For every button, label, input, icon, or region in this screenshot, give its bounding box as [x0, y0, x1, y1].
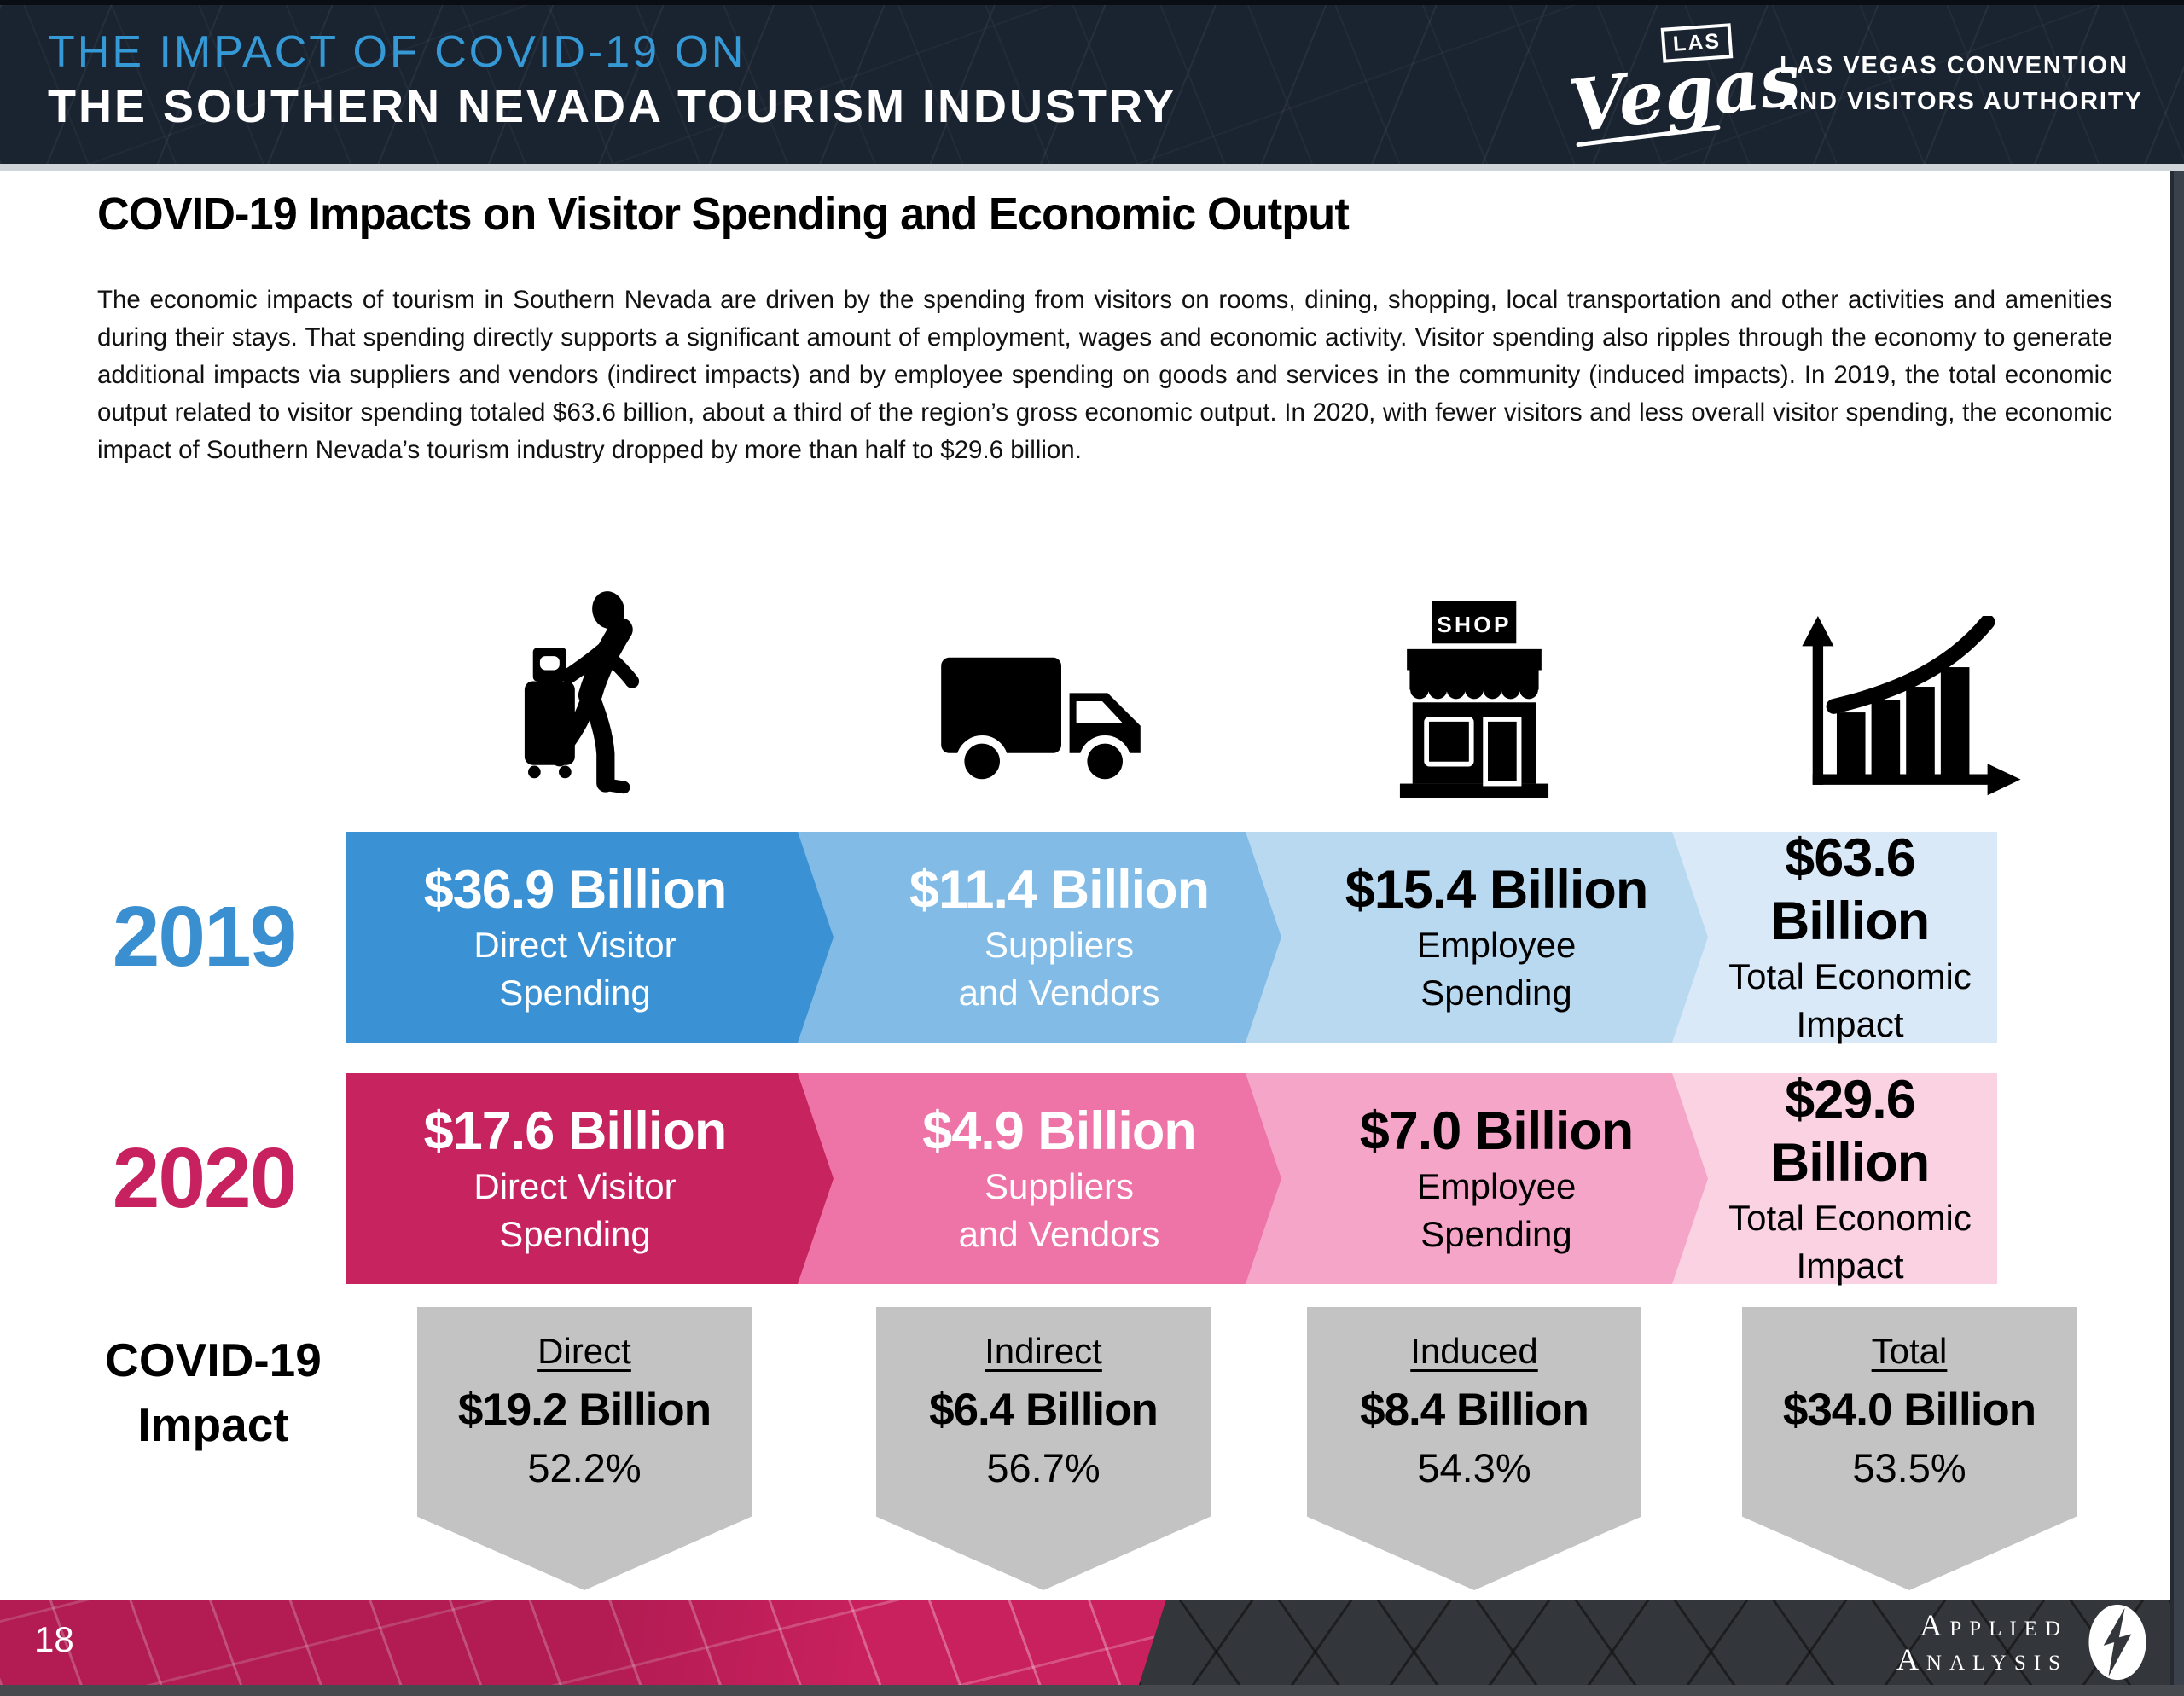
applied-analysis-wordmark: Applied Analysis	[1896, 1608, 2068, 1676]
slide-heading: COVID-19 Impacts on Visitor Spending and…	[97, 189, 1350, 240]
flow-2020-employee-spending: $7.0 Billion Employee Spending	[1246, 1073, 1708, 1284]
covid-impact-label-line1: COVID-19	[105, 1333, 322, 1386]
segment-label: Suppliers	[984, 1165, 1135, 1206]
segment-value: $17.6 Billion	[423, 1101, 727, 1161]
segment-label: Impact	[1796, 1245, 1904, 1286]
traveler-icon	[520, 573, 674, 799]
segment-label: Suppliers	[984, 924, 1135, 965]
header-title: THE IMPACT OF COVID-19 ON THE SOUTHERN N…	[48, 27, 1176, 133]
segment-label: Direct Visitor	[473, 1165, 677, 1206]
badge-value: $8.4 Billion	[1360, 1385, 1589, 1435]
badge-name: Total	[1871, 1331, 1948, 1371]
segment-label: Spending	[1420, 1213, 1572, 1254]
segment-label: Total Economic	[1728, 955, 1972, 996]
covid-impact-label-line2: Impact	[137, 1398, 289, 1451]
segment-label: Employee	[1416, 924, 1577, 965]
brand-line1: Applied	[1920, 1608, 2068, 1642]
brand-line2: Analysis	[1896, 1642, 2068, 1676]
badge-percent: 52.2%	[527, 1445, 642, 1490]
growth-chart-icon	[1790, 616, 2025, 797]
impact-badge-direct: Direct $19.2 Billion 52.2%	[417, 1307, 752, 1590]
lvcva-line2: AND VISITORS AUTHORITY	[1780, 88, 2143, 115]
flow-2020-suppliers-vendors: $4.9 Billion Suppliers and Vendors	[798, 1073, 1281, 1284]
badge-value: $6.4 Billion	[929, 1385, 1159, 1435]
header-title-line1: THE IMPACT OF COVID-19 ON	[48, 27, 746, 77]
flow-2019-total-economic-impact: $63.6 Billion Total Economic Impact	[1672, 828, 1997, 1044]
slide-paragraph: The economic impacts of tourism in South…	[97, 286, 2112, 464]
delivery-truck-icon	[938, 633, 1143, 797]
segment-label: and Vendors	[958, 1213, 1160, 1254]
header-banner: THE IMPACT OF COVID-19 ON THE SOUTHERN N…	[0, 0, 2184, 164]
shop-storefront-icon: SHOP	[1389, 601, 1560, 798]
segment-value: $15.4 Billion	[1345, 859, 1648, 920]
flow-2020-total-economic-impact: $29.6 Billion Total Economic Impact	[1672, 1070, 1997, 1286]
flow-2019-direct-visitor-spending: $36.9 Billion Direct Visitor Spending	[346, 832, 834, 1043]
segment-label: Spending	[499, 1213, 651, 1254]
segment-label: Spending	[1420, 972, 1572, 1013]
badge-name: Direct	[537, 1331, 631, 1371]
year-label-2019: 2019	[112, 889, 297, 984]
segment-label: and Vendors	[958, 972, 1160, 1013]
flow-2019-suppliers-vendors: $11.4 Billion Suppliers and Vendors	[798, 832, 1281, 1043]
segment-value: $11.4 Billion	[909, 859, 1210, 920]
badge-percent: 56.7%	[986, 1445, 1101, 1490]
flow-2019-employee-spending: $15.4 Billion Employee Spending	[1246, 832, 1708, 1043]
segment-value: $63.6 Billion	[1770, 828, 1930, 951]
segment-value: $7.0 Billion	[1359, 1101, 1634, 1161]
segment-label: Direct Visitor	[473, 924, 677, 965]
page-number: 18	[34, 1619, 74, 1659]
covid-impact-label: COVID-19 Impact	[67, 1327, 360, 1457]
header-title-line2: THE SOUTHERN NEVADA TOURISM INDUSTRY	[48, 81, 1177, 132]
segment-label: Impact	[1796, 1003, 1904, 1044]
footer-bottom-strip	[0, 1685, 2184, 1696]
applied-analysis-bolt-icon	[2088, 1604, 2146, 1681]
impact-badge-total: Total $34.0 Billion 53.5%	[1742, 1307, 2077, 1590]
lvcva-line1: LAS VEGAS CONVENTION	[1780, 52, 2129, 79]
lvcva-wordmark: LAS VEGAS CONVENTION AND VISITORS AUTHOR…	[1780, 48, 2143, 119]
segment-value: $29.6 Billion	[1770, 1069, 1930, 1193]
segment-label: Total Economic	[1728, 1197, 1972, 1238]
segment-label: Spending	[499, 972, 651, 1013]
las-vegas-script-logo: LAS Vegas	[1565, 23, 1805, 148]
header-divider	[0, 164, 2184, 171]
footer-brand-section: Applied Analysis	[1139, 1600, 2184, 1685]
segment-label: Employee	[1416, 1165, 1577, 1206]
badge-value: $34.0 Billion	[1782, 1385, 2036, 1435]
badge-name: Induced	[1410, 1331, 1538, 1371]
badge-name: Indirect	[985, 1331, 1102, 1371]
badge-percent: 53.5%	[1852, 1445, 1966, 1490]
segment-value: $4.9 Billion	[922, 1101, 1196, 1161]
impact-badge-induced: Induced $8.4 Billion 54.3%	[1307, 1307, 1641, 1590]
badge-value: $19.2 Billion	[457, 1385, 712, 1435]
badge-percent: 54.3%	[1417, 1445, 1531, 1490]
impact-badge-indirect: Indirect $6.4 Billion 56.7%	[876, 1307, 1211, 1590]
flow-2020-direct-visitor-spending: $17.6 Billion Direct Visitor Spending	[346, 1073, 834, 1284]
window-scrollbar-track[interactable]	[2170, 171, 2184, 1685]
segment-value: $36.9 Billion	[423, 859, 727, 920]
shop-sign-text: SHOP	[1437, 612, 1512, 637]
year-label-2020: 2020	[112, 1130, 297, 1226]
lvcva-logo: LAS Vegas LAS VEGAS CONVENTION AND VISIT…	[1565, 23, 2143, 148]
